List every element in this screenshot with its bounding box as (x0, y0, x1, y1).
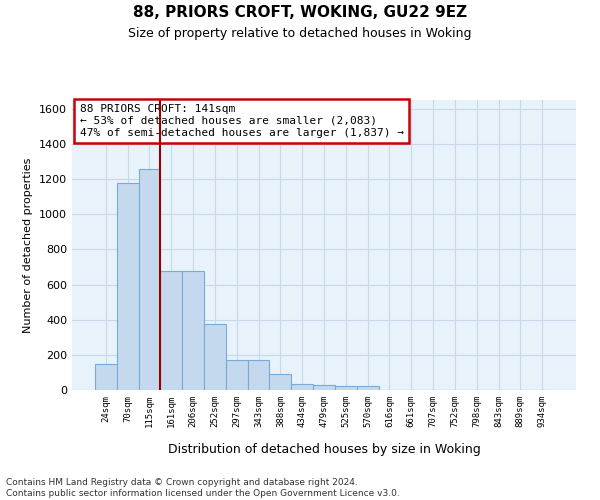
Bar (357, 386, 379, 390)
Text: 88, PRIORS CROFT, WOKING, GU22 9EZ: 88, PRIORS CROFT, WOKING, GU22 9EZ (133, 5, 467, 20)
Text: Contains HM Land Registry data © Crown copyright and database right 2024.
Contai: Contains HM Land Registry data © Crown c… (6, 478, 400, 498)
Y-axis label: Number of detached properties: Number of detached properties (23, 158, 34, 332)
Text: Size of property relative to detached houses in Woking: Size of property relative to detached ho… (128, 28, 472, 40)
Text: Distribution of detached houses by size in Woking: Distribution of detached houses by size … (167, 442, 481, 456)
Bar (204, 324, 226, 390)
Bar (269, 374, 291, 390)
Bar (117, 184, 139, 390)
Bar (335, 386, 357, 390)
Bar (95, 364, 117, 390)
Bar (313, 384, 335, 390)
Bar (160, 271, 182, 390)
Text: 88 PRIORS CROFT: 141sqm
← 53% of detached houses are smaller (2,083)
47% of semi: 88 PRIORS CROFT: 141sqm ← 53% of detache… (80, 104, 404, 138)
Bar (182, 271, 204, 390)
Bar (291, 384, 313, 390)
Bar (226, 360, 248, 390)
Bar (139, 169, 160, 390)
Bar (248, 360, 269, 390)
